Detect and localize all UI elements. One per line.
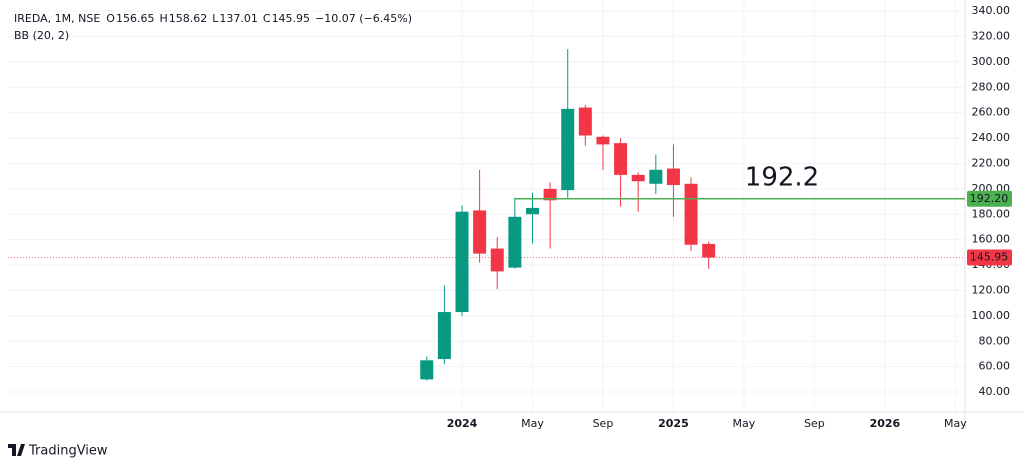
candle-body — [561, 108, 575, 191]
y-tick-label: 300.00 — [972, 55, 1011, 68]
brand: TradingView — [28, 444, 108, 459]
candle-body — [614, 143, 628, 175]
logo: TradingView — [8, 444, 108, 459]
price-tag-label: 145.95 — [970, 250, 1009, 263]
header-text: C — [263, 12, 271, 25]
candle-body — [631, 174, 645, 182]
header-text: L — [212, 12, 219, 25]
candle-body — [473, 210, 487, 254]
y-tick-label: 260.00 — [972, 106, 1011, 119]
grid — [8, 0, 965, 412]
candle-body — [455, 211, 469, 313]
header-text: 137.01 — [219, 12, 258, 25]
header-text: O — [106, 12, 115, 25]
candle-body — [702, 243, 716, 258]
candle-body — [578, 107, 592, 136]
candle-body — [508, 216, 522, 268]
y-tick-label: 240.00 — [972, 131, 1011, 144]
candle-body — [543, 188, 557, 201]
x-tick-label: 2026 — [870, 417, 901, 430]
header-text: 156.65 — [116, 12, 155, 25]
x-tick-label: May — [944, 417, 967, 430]
header-text: H — [159, 12, 167, 25]
header-text: 145.95 — [272, 12, 311, 25]
y-tick-label: 120.00 — [972, 283, 1011, 296]
y-tick-label: 40.00 — [979, 385, 1011, 398]
y-tick-label: 280.00 — [972, 80, 1011, 93]
y-tick-label: 180.00 — [972, 207, 1011, 220]
indicator: BB (20, 2) — [14, 29, 69, 42]
y-tick-label: 340.00 — [972, 4, 1011, 17]
x-tick-label: Sep — [804, 417, 825, 430]
x-tick-label: May — [521, 417, 544, 430]
y-tick-label: 80.00 — [979, 334, 1011, 347]
x-tick-label: 2025 — [658, 417, 689, 430]
price-tag-label: 192.20 — [970, 192, 1009, 205]
header-text: 158.62 — [169, 12, 208, 25]
header: IREDA, 1M, NSE O 156.65 H 158.62 L 137.01 C 145.… — [14, 12, 412, 25]
x-tick-label: 2024 — [447, 417, 478, 430]
price-tag — [967, 190, 1012, 207]
x-tick-label: Sep — [593, 417, 614, 430]
y-tick-label: 100.00 — [972, 309, 1011, 322]
y-tick-label: 320.00 — [972, 29, 1011, 42]
candle-body — [596, 136, 610, 145]
header-text: −10.07 (−6.45%) — [315, 12, 412, 25]
candle-body — [649, 169, 663, 184]
candle-body — [437, 312, 451, 360]
y-tick-label: 160.00 — [972, 233, 1011, 246]
x-tick-label: May — [733, 417, 756, 430]
candle-body — [490, 248, 504, 272]
level-label: 192.2 — [745, 162, 819, 192]
candle-body — [525, 207, 539, 215]
price-tag — [967, 249, 1012, 266]
candle-body — [666, 168, 680, 186]
header-text: IREDA, 1M, NSE — [14, 12, 100, 25]
y-tick-label: 60.00 — [979, 360, 1011, 373]
y-tick-label: 220.00 — [972, 156, 1011, 169]
candle-body — [420, 360, 434, 380]
candle-body — [684, 183, 698, 245]
